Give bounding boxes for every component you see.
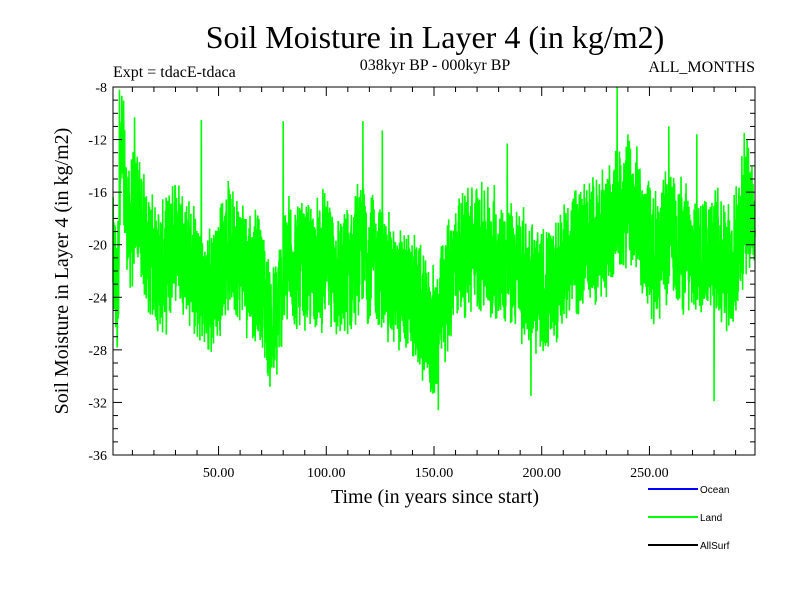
y-tick-label: -8 — [95, 81, 107, 96]
legend: Ocean Land AllSurf — [648, 485, 730, 552]
y-tick-label: -16 — [88, 186, 107, 201]
x-tick-label: 100.00 — [307, 466, 346, 481]
legend-ocean-label: Ocean — [700, 485, 729, 496]
axis-layer: -8 -12 -16 -20 -24 -28 -32 -36 50.00 100.00 150.00… — [88, 81, 755, 481]
x-tick-label: 200.00 — [522, 466, 561, 481]
y-tick-label: -32 — [88, 396, 107, 411]
x-tick-label: 150.00 — [415, 466, 454, 481]
chart-title: Soil Moisture in Layer 4 (in kg/m2) — [206, 19, 665, 55]
legend-land-label: Land — [700, 513, 722, 524]
experiment-label: Expt = tdacE-tdaca — [113, 64, 236, 81]
months-label: ALL_MONTHS — [648, 59, 755, 76]
x-tick-label: 250.00 — [630, 466, 669, 481]
x-axis-label: Time (in years since start) — [331, 486, 539, 508]
y-axis-label: Soil Moisture in Layer 4 (in kg/m2) — [51, 128, 73, 415]
y-tick-label: -20 — [88, 239, 107, 254]
period-label: 038kyr BP - 000kyr BP — [360, 57, 511, 74]
data-layer — [112, 87, 756, 411]
series-line-land — [112, 87, 756, 411]
y-tick-label: -28 — [88, 344, 107, 359]
legend-allsurf-label: AllSurf — [700, 541, 730, 552]
y-tick-label: -24 — [88, 291, 107, 306]
y-tick-label: -12 — [88, 134, 107, 149]
x-tick-label: 50.00 — [203, 466, 235, 481]
y-tick-label: -36 — [88, 449, 107, 464]
